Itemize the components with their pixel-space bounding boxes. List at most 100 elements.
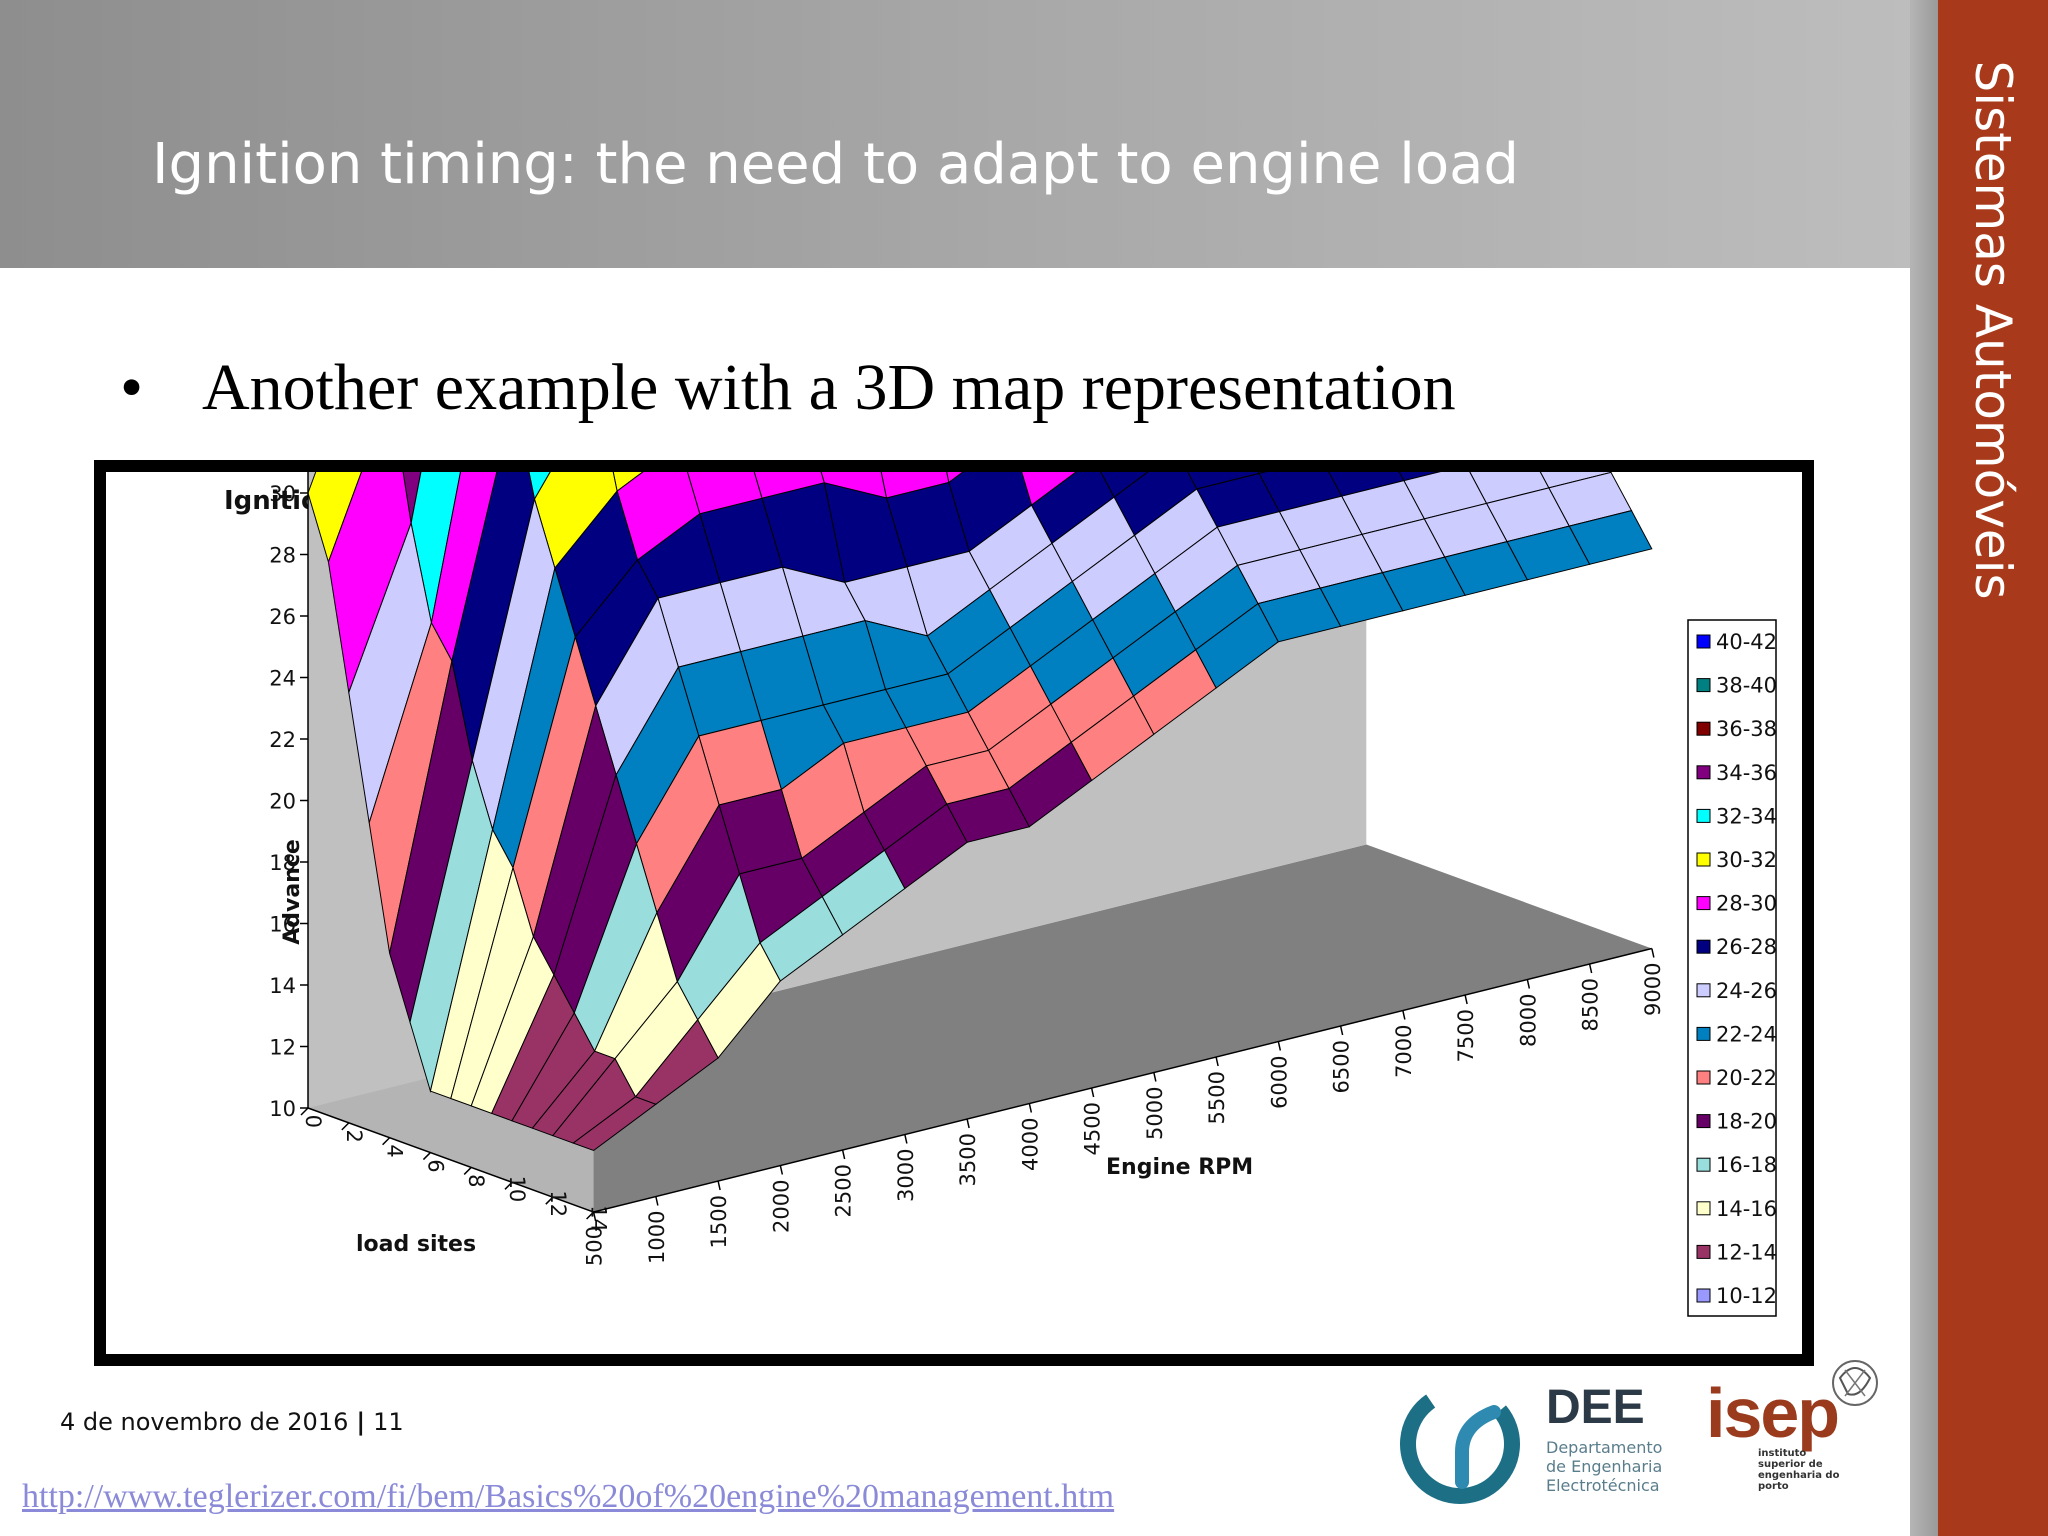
isep-logo-line: engenharia do [1758, 1470, 1840, 1481]
rpm-tick [779, 1165, 784, 1175]
legend-label: 14-16 [1716, 1197, 1777, 1221]
side-label: Sistemas Automóveis [1964, 60, 2022, 600]
load-tick [300, 1107, 309, 1116]
z-tick-label: 28 [269, 544, 296, 568]
dee-logo-line: Electrotécnica [1546, 1476, 1660, 1495]
legend-swatch [1696, 1114, 1711, 1129]
rpm-tick-label: 4500 [1081, 1102, 1105, 1155]
load-tick [545, 1196, 554, 1205]
dee-logo-line: Departamento [1546, 1438, 1663, 1457]
legend-label: 20-22 [1716, 1066, 1777, 1090]
chart-area: Ignition Map M3D 10121416182022242628303… [106, 472, 1802, 1354]
load-tick [382, 1137, 391, 1146]
rpm-tick [1215, 1056, 1219, 1067]
surface-chart: 1012141618202224262830323436384042024681… [269, 472, 1777, 1317]
rpm-tick-label: 6000 [1267, 1056, 1291, 1109]
rpm-axis [593, 947, 1653, 1213]
legend-swatch [1696, 1157, 1711, 1172]
rpm-tick [1464, 994, 1468, 1005]
legend-label: 18-20 [1716, 1110, 1777, 1134]
legend-label: 38-40 [1716, 674, 1777, 698]
chart-frame: Ignition Map M3D 10121416182022242628303… [94, 460, 1814, 1366]
z-tick-label: 18 [269, 851, 296, 875]
legend-swatch [1696, 852, 1711, 867]
load-tick-label: 8 [464, 1174, 488, 1187]
load-tick [504, 1181, 513, 1190]
z-tick-label: 24 [269, 667, 296, 691]
z-tick-label: 10 [269, 1097, 296, 1121]
surface-cell [307, 472, 362, 564]
rpm-tick [1402, 1010, 1406, 1020]
rpm-tick [1090, 1087, 1095, 1098]
footer-separator: | [356, 1408, 366, 1436]
page-number: 11 [373, 1408, 404, 1436]
legend-label: 36-38 [1716, 717, 1777, 741]
rpm-tick-label: 3500 [956, 1133, 980, 1186]
x-axis-label: Engine RPM [1106, 1155, 1253, 1180]
legend-swatch [1696, 1070, 1711, 1085]
z-tick-label: 26 [269, 605, 296, 629]
rpm-tick [655, 1196, 659, 1206]
rpm-tick-label: 2500 [832, 1164, 856, 1217]
slide-header: Ignition timing: the need to adapt to en… [0, 0, 1910, 268]
legend-label: 26-28 [1716, 935, 1777, 959]
isep-seal-icon [1832, 1360, 1878, 1406]
z-tick-label: 14 [269, 974, 296, 998]
legend-swatch [1696, 896, 1711, 911]
rpm-tick-label: 4000 [1018, 1118, 1042, 1171]
legend-swatch [1696, 1288, 1711, 1303]
legend-label: 28-30 [1716, 892, 1777, 916]
load-tick [422, 1152, 431, 1161]
z-tick-label: 16 [269, 913, 296, 937]
dee-logo: DEE Departamento de Engenharia Electroté… [1546, 1384, 1663, 1496]
legend-swatch [1696, 1201, 1711, 1216]
legend-swatch [1696, 765, 1711, 780]
load-tick-label: 2 [342, 1129, 366, 1142]
side-divider [1910, 0, 1938, 1536]
bullet-marker: • [120, 351, 144, 424]
load-tick [463, 1166, 472, 1175]
rpm-tick [966, 1118, 970, 1129]
rpm-tick-label: 8000 [1516, 994, 1540, 1047]
isep-logo-word: isep [1706, 1374, 1840, 1452]
side-band [1938, 0, 2048, 1536]
load-tick [341, 1122, 350, 1131]
isep-logo-line: superior de [1758, 1459, 1823, 1470]
rpm-tick-label: 7000 [1392, 1025, 1416, 1078]
legend-swatch [1696, 721, 1711, 736]
load-tick-label: 6 [423, 1159, 447, 1172]
legend-swatch [1696, 939, 1711, 954]
footer-date: 4 de novembro de 2016 [60, 1408, 349, 1436]
rpm-tick-label: 8500 [1579, 978, 1603, 1031]
dee-logo-line: de Engenharia [1546, 1457, 1663, 1476]
legend-label: 30-32 [1716, 848, 1777, 872]
surface-cell [572, 1096, 657, 1152]
load-tick [586, 1211, 595, 1220]
legend-label: 16-18 [1716, 1153, 1777, 1177]
rpm-tick [841, 1149, 846, 1160]
legend-label: 12-14 [1716, 1240, 1777, 1264]
rpm-tick [1028, 1103, 1033, 1113]
floor-plane [308, 844, 1652, 1212]
z-tick-label: 12 [269, 1036, 296, 1060]
load-tick-label: 12 [546, 1190, 570, 1217]
surface-cell [528, 472, 551, 501]
legend-label: 22-24 [1716, 1022, 1777, 1046]
legend-box [1687, 619, 1777, 1317]
bullet-item: • Another example with a 3D map represent… [120, 350, 1456, 426]
surface-cell [612, 472, 644, 492]
z-tick-label: 30 [269, 482, 296, 506]
load-tick-label: 0 [301, 1115, 325, 1128]
legend-swatch [1696, 1026, 1711, 1041]
rpm-tick-label: 2000 [769, 1180, 793, 1233]
rpm-tick [717, 1180, 721, 1191]
z-axis-label: Advance [280, 839, 305, 945]
z-tick-label: 20 [269, 790, 296, 814]
legend-label: 24-26 [1716, 979, 1777, 1003]
y-axis-label: load sites [356, 1232, 476, 1257]
rpm-tick-label: 3000 [894, 1149, 918, 1202]
rpm-tick [1339, 1025, 1344, 1036]
legend-swatch [1696, 634, 1711, 649]
source-link[interactable]: http://www.teglerizer.com/fi/bem/Basics%… [22, 1478, 1115, 1515]
rpm-tick [904, 1134, 908, 1144]
